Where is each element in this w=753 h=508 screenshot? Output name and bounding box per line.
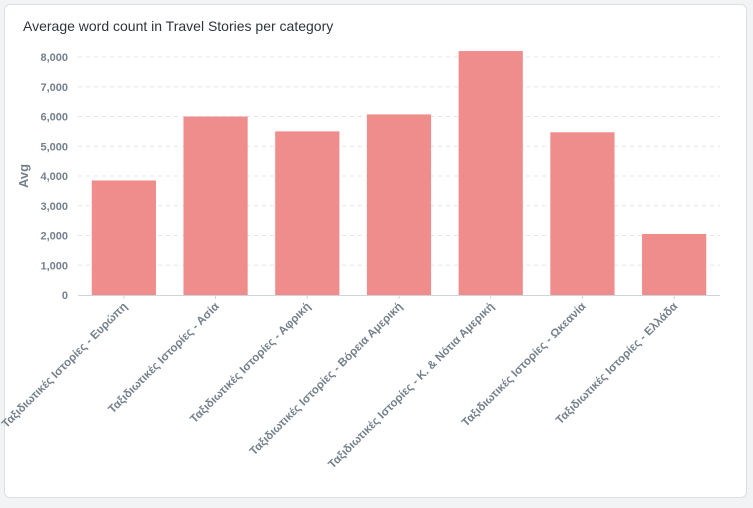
x-tick-label: Ταξιδιωτικές Ιστορίες - Βόρεια Αμερική [248,301,405,458]
bar [183,116,248,295]
bar [642,234,707,295]
y-tick-label: 8,000 [40,52,68,64]
x-tick-label: Ταξιδιωτικές Ιστορίες - Ασία [106,301,221,416]
y-tick-label: 5,000 [40,141,68,153]
chart-title: Average word count in Travel Stories per… [23,18,334,34]
bar [550,132,615,295]
y-tick-label: 0 [62,290,68,302]
y-tick-label: 2,000 [40,231,68,243]
x-tick-label: Ταξιδιωτικές Ιστορίες - Κ. & Νότια Αμερι… [326,301,496,471]
y-tick-label: 1,000 [40,260,68,272]
y-tick-label: 4,000 [40,171,68,183]
y-tick-label: 6,000 [40,112,68,124]
bar [458,51,523,295]
bar [91,180,156,295]
y-tick-label: 7,000 [40,82,68,94]
y-axis-label: Avg [16,164,31,188]
y-tick-label: 3,000 [40,201,68,213]
bar [366,114,432,295]
bar [275,131,340,295]
